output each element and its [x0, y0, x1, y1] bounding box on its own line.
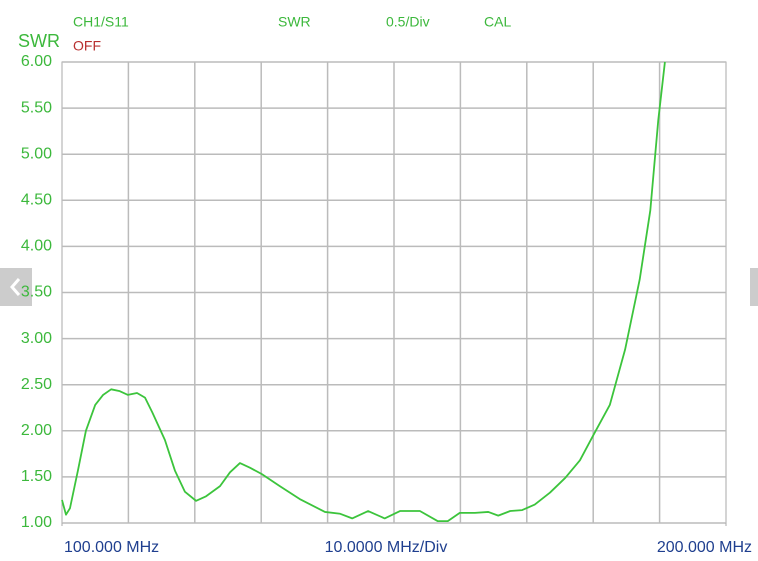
channel-label: CH1/S11: [73, 14, 129, 30]
trace: [61, 61, 666, 523]
y-axis-label: SWR: [18, 31, 60, 51]
next-button[interactable]: [750, 268, 758, 306]
prev-button[interactable]: [0, 268, 32, 306]
y-tick-label: 6.00: [21, 53, 52, 70]
y-tick-label: 3.50: [21, 284, 52, 301]
prev-icon: [10, 278, 21, 296]
y-tick-label: 3.00: [21, 330, 52, 347]
grid: [62, 61, 726, 524]
y-tick-label: 5.00: [21, 145, 52, 162]
y-tick-label: 4.50: [21, 192, 52, 209]
x-tick-label: 200.000 MHz: [657, 539, 752, 556]
cal-label: CAL: [484, 14, 511, 30]
y-tick-label: 1.00: [21, 514, 52, 531]
y-tick-label: 4.00: [21, 238, 52, 255]
y-tick-label: 2.00: [21, 422, 52, 439]
format-label: SWR: [278, 14, 311, 30]
status-label: OFF: [73, 38, 101, 54]
y-tick-label: 1.50: [21, 468, 52, 485]
x-tick-label: 100.000 MHz: [64, 539, 159, 556]
y-tick-label: 2.50: [21, 376, 52, 393]
y-tick-label: 5.50: [21, 99, 52, 116]
x-div-label: 10.0000 MHz/Div: [325, 539, 448, 556]
scale-label: 0.5/Div: [386, 14, 430, 30]
